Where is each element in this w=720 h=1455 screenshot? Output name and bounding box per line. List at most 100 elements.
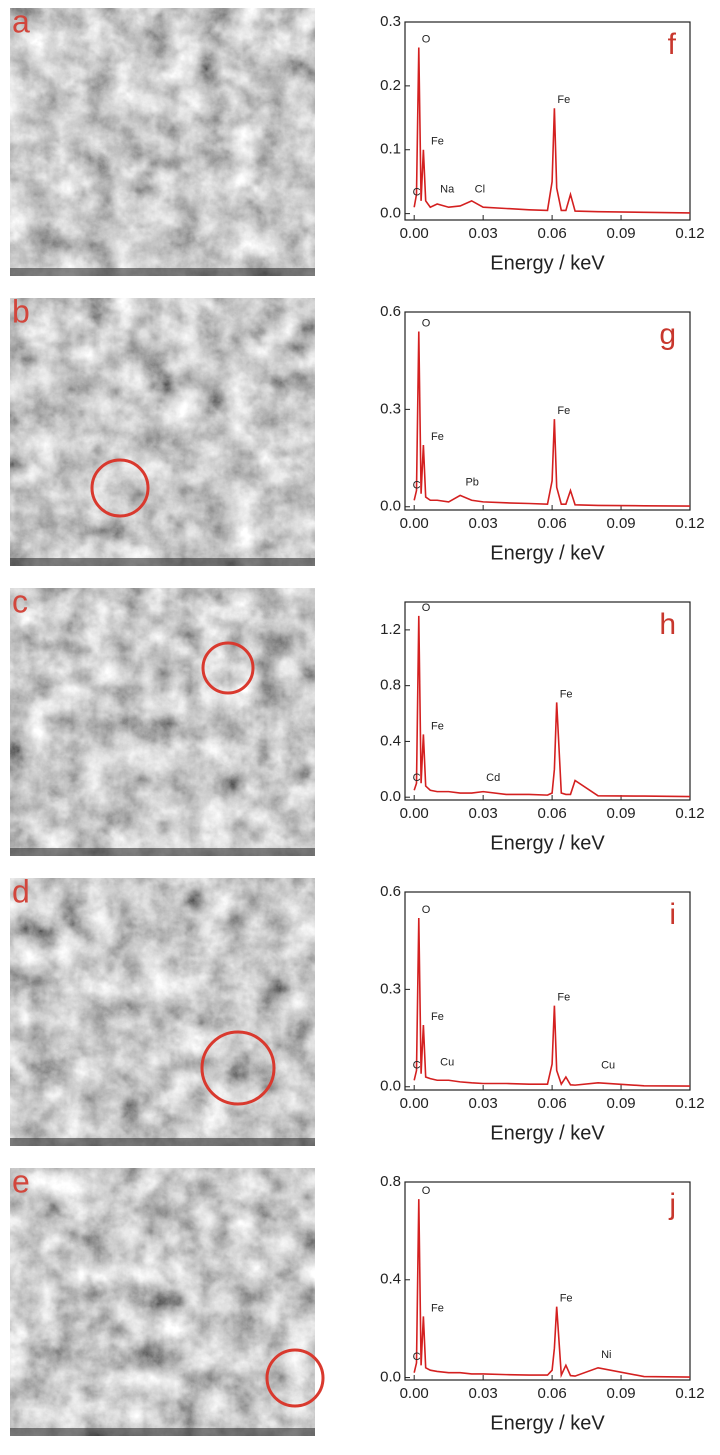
spectrum-line (413, 1199, 691, 1379)
x-tick-label: 0.06 (537, 225, 566, 242)
highlight-circle (265, 1348, 325, 1408)
peak-label: O (422, 602, 431, 614)
x-tick-label: 0.12 (675, 225, 704, 242)
peak-label: Cu (601, 1060, 615, 1072)
sem-image (10, 8, 315, 276)
x-tick-label: 0.12 (675, 1385, 704, 1402)
sem-image (10, 1168, 315, 1436)
y-tick-label: 0.8 (380, 677, 401, 694)
x-tick-label: 0.09 (606, 1095, 635, 1112)
peak-label: C (413, 1060, 421, 1072)
y-tick-label: 0.2 (380, 77, 401, 94)
x-tick-label: 0.00 (400, 225, 429, 242)
x-axis-label: Energy / keV (490, 252, 605, 274)
panel-label: i (669, 898, 676, 931)
x-tick-label: 0.00 (400, 1385, 429, 1402)
x-tick-label: 0.06 (537, 1385, 566, 1402)
y-tick-label: 0.6 (380, 883, 401, 900)
highlight-circle (201, 641, 255, 695)
spectrum-line (413, 615, 691, 798)
x-tick-label: 0.06 (537, 1095, 566, 1112)
x-tick-label: 0.00 (400, 515, 429, 532)
panel-label: j (668, 1188, 676, 1221)
spectrum-line (413, 47, 691, 214)
x-tick-label: 0.03 (469, 805, 498, 822)
x-tick-label: 0.09 (606, 805, 635, 822)
spectrum-line (413, 331, 691, 507)
peak-label: O (422, 33, 431, 45)
x-axis-label: Energy / keV (490, 832, 605, 854)
y-tick-label: 0.0 (380, 1369, 401, 1386)
y-tick-label: 1.2 (380, 621, 401, 638)
peak-label: Fe (557, 94, 570, 106)
image-label: a (12, 3, 30, 39)
y-tick-label: 0.8 (380, 1173, 401, 1190)
peak-label: Cl (475, 184, 485, 196)
x-axis-label: Energy / keV (490, 1122, 605, 1144)
y-tick-label: 0.1 (380, 141, 401, 158)
x-tick-label: 0.03 (469, 515, 498, 532)
y-tick-label: 0.4 (380, 1271, 401, 1288)
x-tick-label: 0.00 (400, 805, 429, 822)
peak-label: Fe (557, 405, 570, 417)
peak-label: Fe (431, 1302, 444, 1314)
peak-label: Cd (486, 772, 500, 784)
peak-label: Fe (557, 992, 570, 1004)
peak-label: C (413, 1351, 421, 1363)
x-tick-label: 0.12 (675, 515, 704, 532)
y-tick-label: 0.3 (380, 980, 401, 997)
plot-frame (404, 601, 691, 801)
sem-image (10, 878, 315, 1146)
panel-label: h (659, 608, 676, 641)
image-label: e (12, 1163, 30, 1199)
image-label: d (12, 873, 30, 909)
peak-label: Cu (440, 1056, 454, 1068)
spectrum-line (413, 917, 691, 1087)
x-tick-label: 0.06 (537, 805, 566, 822)
peak-label: C (413, 187, 421, 199)
y-tick-label: 0.0 (380, 788, 401, 805)
x-tick-label: 0.09 (606, 1385, 635, 1402)
peak-label: Na (440, 184, 455, 196)
peak-label: C (413, 480, 421, 492)
plot-frame (404, 21, 691, 221)
panel-label: g (659, 318, 676, 351)
x-tick-label: 0.12 (675, 805, 704, 822)
peak-label: Fe (560, 1293, 573, 1305)
plot-frame (404, 1181, 691, 1381)
x-tick-label: 0.09 (606, 225, 635, 242)
sem-scale-bar (10, 1428, 315, 1436)
image-label: b (12, 293, 30, 329)
peak-label: Fe (431, 136, 444, 148)
y-tick-label: 0.3 (380, 400, 401, 417)
y-tick-label: 0.4 (380, 732, 401, 749)
y-tick-label: 0.0 (380, 205, 401, 222)
image-label: c (12, 583, 28, 619)
peak-label: O (422, 317, 431, 329)
x-axis-label: Energy / keV (490, 1412, 605, 1434)
x-tick-label: 0.09 (606, 515, 635, 532)
x-tick-label: 0.00 (400, 1095, 429, 1112)
x-tick-label: 0.03 (469, 1385, 498, 1402)
y-tick-label: 0.6 (380, 303, 401, 320)
x-tick-label: 0.03 (469, 1095, 498, 1112)
peak-label: O (422, 904, 431, 916)
peak-label: Pb (465, 476, 478, 488)
sem-scale-bar (10, 558, 315, 566)
y-tick-label: 0.3 (380, 13, 401, 30)
peak-label: Fe (560, 688, 573, 700)
y-tick-label: 0.0 (380, 1078, 401, 1095)
plot-frame (404, 311, 691, 511)
highlight-circle (200, 1030, 276, 1106)
peak-label: C (413, 772, 421, 784)
peak-label: Fe (431, 720, 444, 732)
panel-label: f (668, 28, 677, 61)
x-tick-label: 0.03 (469, 225, 498, 242)
sem-scale-bar (10, 268, 315, 276)
peak-label: O (422, 1185, 431, 1197)
x-axis-label: Energy / keV (490, 542, 605, 564)
peak-label: Fe (431, 431, 444, 443)
peak-label: Ni (601, 1349, 611, 1361)
